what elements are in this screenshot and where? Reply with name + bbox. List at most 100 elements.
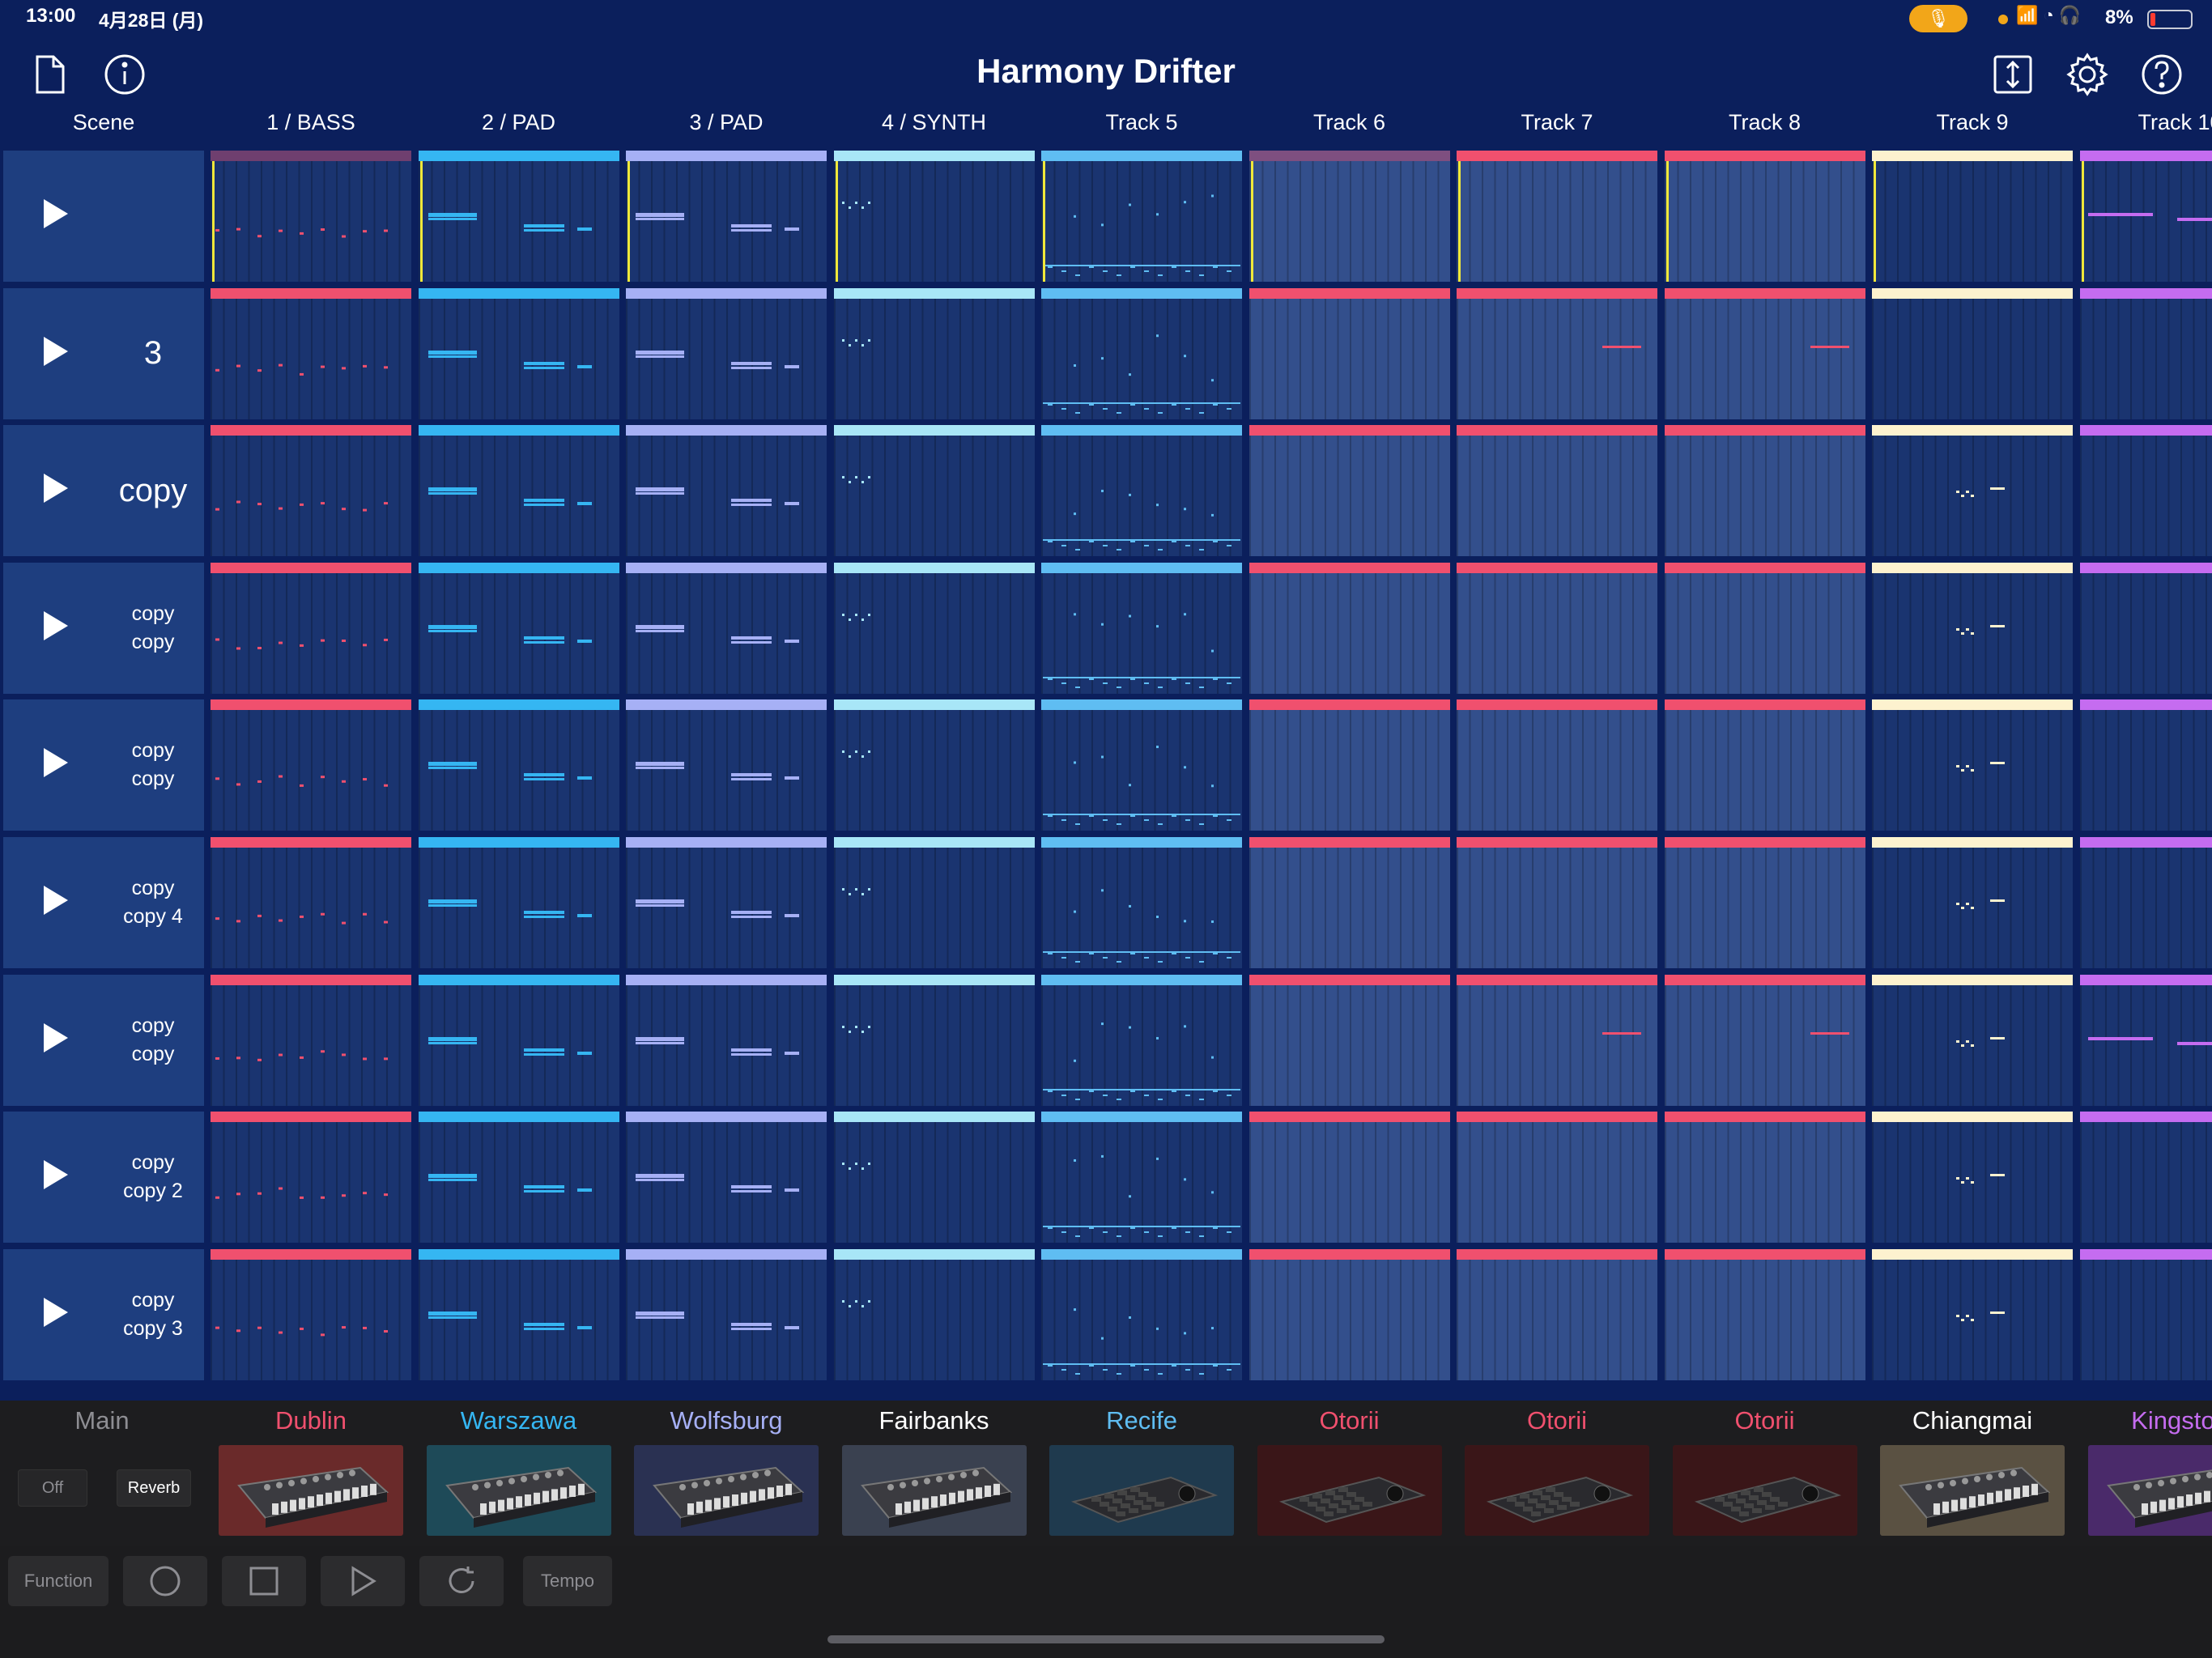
clip-cell[interactable] — [2079, 1112, 2212, 1244]
clip-cell[interactable] — [1041, 699, 1242, 831]
clip-cell[interactable] — [211, 1112, 411, 1244]
clip-cell[interactable] — [1041, 974, 1242, 1106]
loop-button[interactable] — [419, 1556, 504, 1606]
clip-cell[interactable] — [1664, 974, 1865, 1106]
clip-cell[interactable] — [2079, 699, 2212, 831]
stop-button[interactable] — [222, 1556, 306, 1606]
track-header[interactable]: Track 5 — [1105, 110, 1178, 134]
clip-cell[interactable] — [211, 425, 411, 557]
scene-row[interactable]: copy — [3, 425, 204, 557]
clip-cell[interactable] — [418, 837, 619, 968]
settings-gear-icon[interactable] — [2065, 52, 2110, 97]
clip-cell[interactable] — [833, 562, 1035, 694]
instrument-slot[interactable]: Warszawa — [419, 1403, 619, 1545]
clip-cell[interactable] — [1872, 837, 2073, 968]
clip-cell[interactable] — [1457, 562, 1657, 694]
clip-cell[interactable] — [1041, 1112, 1242, 1244]
clip-cell[interactable] — [1664, 837, 1865, 968]
clip-cell[interactable] — [1041, 151, 1242, 282]
scene-row[interactable]: copy copy — [3, 699, 204, 831]
track-header[interactable]: Track 6 — [1312, 110, 1385, 134]
track-header[interactable]: 3 / PAD — [689, 110, 764, 134]
clip-cell[interactable] — [2079, 287, 2212, 419]
instrument-slot[interactable]: Chiangmai — [1872, 1403, 2073, 1545]
clip-cell[interactable] — [1664, 1112, 1865, 1244]
clip-cell[interactable] — [626, 974, 827, 1106]
clip-cell[interactable] — [1457, 287, 1657, 419]
clip-cell[interactable] — [1249, 287, 1450, 419]
clip-cell[interactable] — [1249, 699, 1450, 831]
clip-cell[interactable] — [418, 425, 619, 557]
clip-cell[interactable] — [211, 837, 411, 968]
clip-cell[interactable] — [2079, 1248, 2212, 1380]
clip-cell[interactable] — [1664, 425, 1865, 557]
clip-cell[interactable] — [1041, 287, 1242, 419]
instrument-slot[interactable]: Otorii — [1457, 1403, 1657, 1545]
clip-cell[interactable] — [1457, 837, 1657, 968]
clip-cell[interactable] — [833, 425, 1035, 557]
clip-cell[interactable] — [418, 562, 619, 694]
play-button[interactable] — [321, 1556, 405, 1606]
clip-cell[interactable] — [1872, 287, 2073, 419]
clip-cell[interactable] — [418, 974, 619, 1106]
clip-cell[interactable] — [1041, 1248, 1242, 1380]
clip-cell[interactable] — [2079, 974, 2212, 1106]
clip-cell[interactable] — [1249, 1248, 1450, 1380]
instrument-slot[interactable]: Wolfsburg — [626, 1403, 827, 1545]
scene-play-icon[interactable] — [44, 1160, 68, 1190]
reverb-button[interactable]: Reverb — [117, 1469, 191, 1507]
scene-row[interactable]: copy copy — [3, 974, 204, 1106]
clip-cell[interactable] — [1249, 562, 1450, 694]
info-icon[interactable] — [102, 52, 147, 97]
clip-cell[interactable] — [1457, 151, 1657, 282]
instrument-slot[interactable]: Otorii — [1665, 1403, 1865, 1545]
scene-play-icon[interactable] — [44, 1022, 68, 1052]
clip-cell[interactable] — [1249, 151, 1450, 282]
clip-cell[interactable] — [418, 1248, 619, 1380]
clip-cell[interactable] — [211, 287, 411, 419]
clip-cell[interactable] — [1249, 425, 1450, 557]
clip-cell[interactable] — [1457, 425, 1657, 557]
clip-cell[interactable] — [1457, 699, 1657, 831]
clip-cell[interactable] — [2079, 425, 2212, 557]
clip-cell[interactable] — [1872, 562, 2073, 694]
track-header[interactable]: Track 8 — [1728, 110, 1801, 134]
scene-play-icon[interactable] — [44, 1297, 68, 1327]
clip-cell[interactable] — [626, 562, 827, 694]
scene-row[interactable]: copy copy 3 — [3, 1248, 204, 1380]
scene-row[interactable]: 3 — [3, 287, 204, 419]
track-header[interactable]: 2 / PAD — [481, 110, 556, 134]
clip-cell[interactable] — [418, 699, 619, 831]
clip-cell[interactable] — [1872, 974, 2073, 1106]
instrument-slot[interactable]: Otorii — [1249, 1403, 1450, 1545]
instrument-slot[interactable]: Dublin — [211, 1403, 411, 1545]
clip-cell[interactable] — [1872, 151, 2073, 282]
scene-play-icon[interactable] — [44, 610, 68, 640]
function-button[interactable]: Function — [8, 1556, 108, 1606]
clip-cell[interactable] — [1664, 151, 1865, 282]
off-button[interactable]: Off — [18, 1469, 87, 1507]
clip-cell[interactable] — [626, 287, 827, 419]
clip-cell[interactable] — [626, 1112, 827, 1244]
scene-play-icon[interactable] — [44, 886, 68, 915]
scene-play-icon[interactable] — [44, 336, 68, 366]
clip-cell[interactable] — [626, 837, 827, 968]
scene-play-icon[interactable] — [44, 474, 68, 504]
clip-cell[interactable] — [1664, 1248, 1865, 1380]
track-header[interactable]: Track 9 — [1936, 110, 2009, 134]
clip-cell[interactable] — [626, 425, 827, 557]
track-header[interactable]: Track 7 — [1521, 110, 1593, 134]
clip-cell[interactable] — [211, 562, 411, 694]
clip-cell[interactable] — [418, 1112, 619, 1244]
clip-cell[interactable] — [833, 151, 1035, 282]
clip-cell[interactable] — [211, 699, 411, 831]
instrument-slot[interactable]: Fairbanks — [834, 1403, 1035, 1545]
clip-cell[interactable] — [2079, 151, 2212, 282]
track-header[interactable]: Track 10 — [2138, 110, 2212, 134]
clip-cell[interactable] — [833, 974, 1035, 1106]
clip-cell[interactable] — [211, 974, 411, 1106]
clip-cell[interactable] — [833, 1112, 1035, 1244]
tempo-button[interactable]: Tempo — [523, 1556, 612, 1606]
clip-cell[interactable] — [1872, 699, 2073, 831]
scene-row[interactable]: copy copy 4 — [3, 837, 204, 968]
